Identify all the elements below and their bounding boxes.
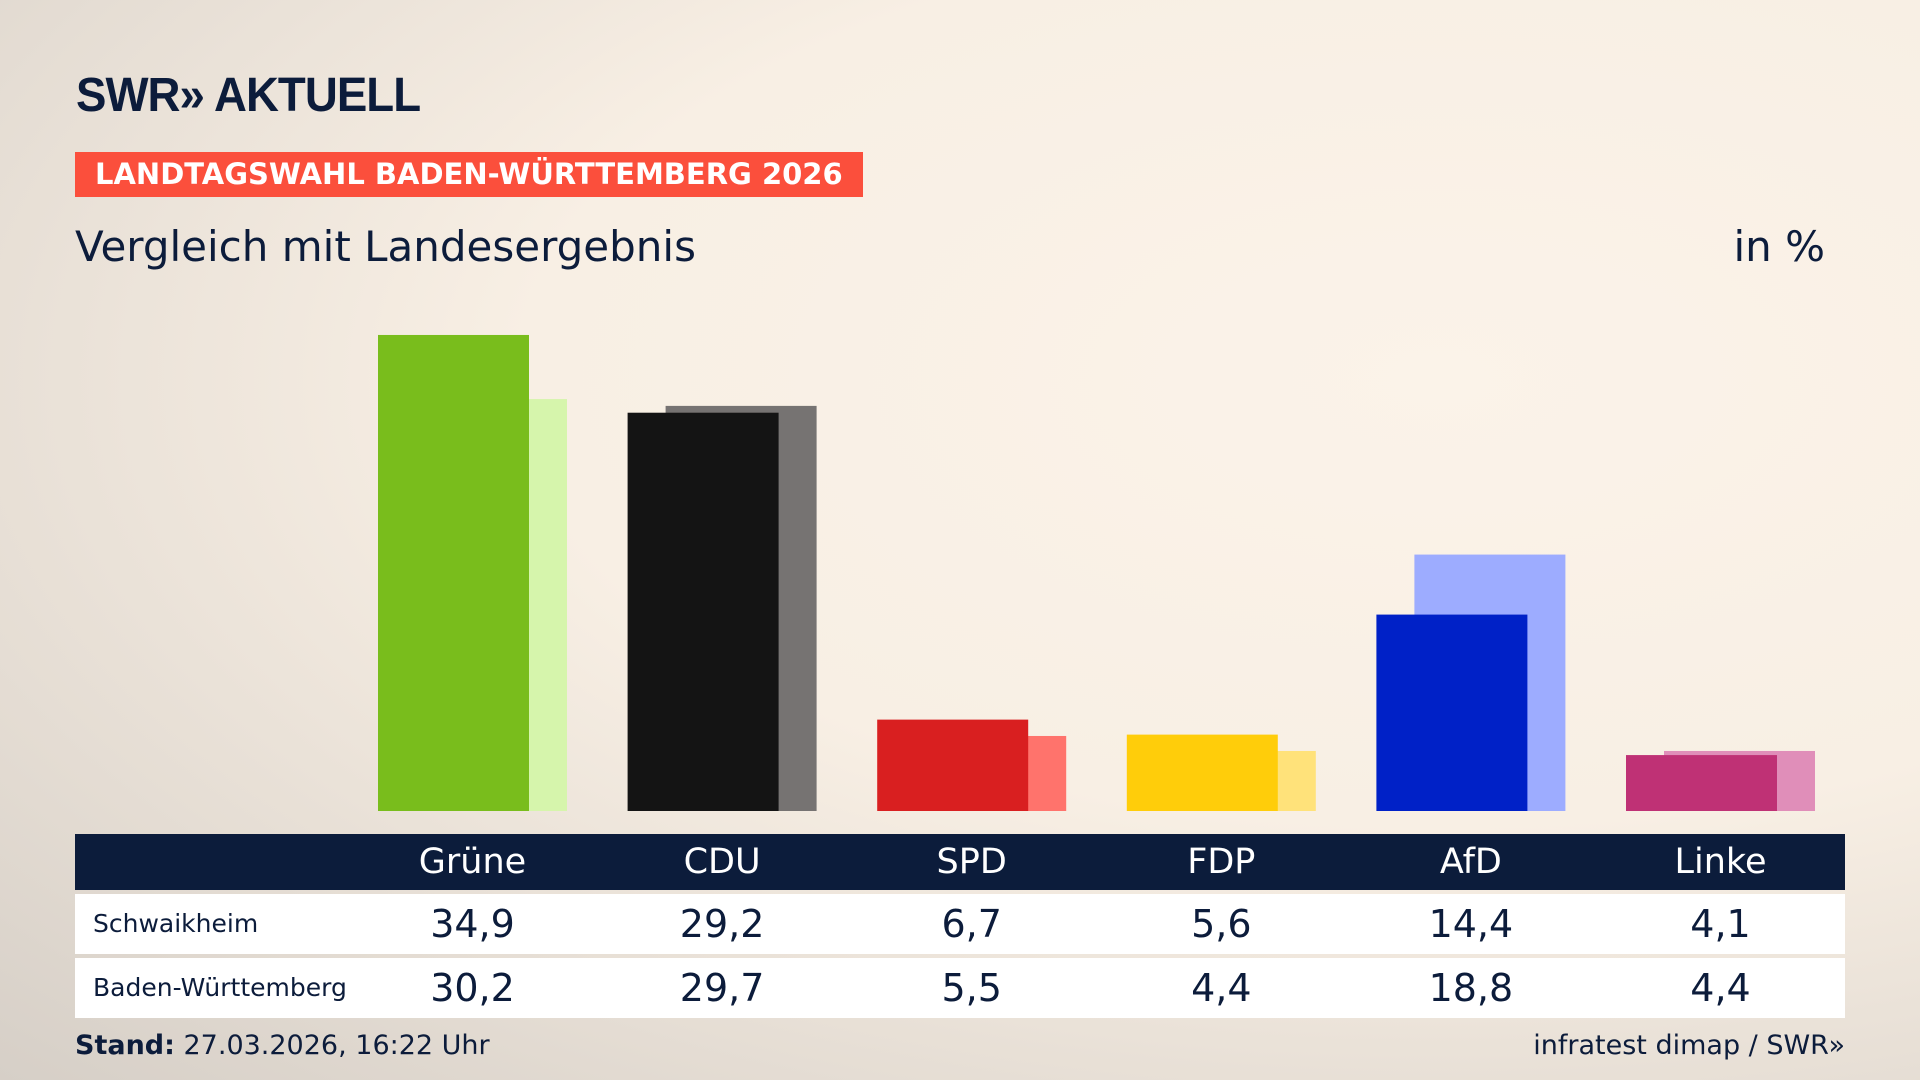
unit-label: in % — [1733, 222, 1825, 271]
value-cell: 30,2 — [430, 966, 515, 1010]
value-cell: 14,4 — [1428, 902, 1514, 946]
value-cell: 5,6 — [1191, 902, 1252, 946]
table-header: Grüne CDU SPD FDP AfD Linke — [75, 834, 1845, 890]
column-header: CDU — [683, 842, 761, 882]
value-cell: 29,2 — [679, 902, 765, 946]
value-cell: 29,7 — [679, 966, 765, 1010]
source: infratest dimap / SWR» — [1533, 1030, 1845, 1061]
value-cell: 5,5 — [941, 966, 1002, 1010]
election-banner: LANDTAGSWAHL BADEN-WÜRTTEMBERG 2026 — [75, 152, 863, 197]
value-cell: 4,4 — [1690, 966, 1751, 1010]
value-cell: 34,9 — [430, 902, 515, 946]
value-cell: 6,7 — [941, 902, 1002, 946]
bar-grüne-local — [378, 334, 529, 811]
stand-value: 27.03.2026, 16:22 Uhr — [174, 1030, 490, 1061]
row-label: Baden-Württemberg — [93, 973, 347, 1002]
table-row: Baden-Württemberg 30,2 29,7 5,5 4,4 18,8 4,4 — [75, 958, 1845, 1018]
column-header: Grüne — [418, 842, 527, 882]
results-table: Grüne CDU SPD FDP AfD Linke Schwaikheim 34,9 29… — [75, 834, 1845, 1018]
column-header: SPD — [936, 842, 1007, 882]
bar-afd-local — [1376, 614, 1528, 811]
swr-aktuell-logo: SWR» AKTUELL — [76, 69, 421, 122]
column-header: Linke — [1674, 842, 1767, 882]
bar-linke-local — [1626, 755, 1777, 811]
value-cell: 4,4 — [1191, 966, 1252, 1010]
bar-fdp-local — [1126, 734, 1278, 811]
column-header: AfD — [1439, 842, 1502, 882]
chart-subtitle: Vergleich mit Landesergebnis — [75, 222, 696, 271]
timestamp: Stand: 27.03.2026, 16:22 Uhr — [75, 1030, 490, 1061]
bar-chart — [378, 334, 1815, 811]
value-cell: 18,8 — [1428, 966, 1514, 1010]
stand-label: Stand: — [75, 1030, 175, 1061]
row-label: Schwaikheim — [93, 909, 259, 938]
bar-spd-local — [877, 719, 1029, 811]
table-row: Schwaikheim 34,9 29,2 6,7 5,6 14,4 4,1 — [75, 894, 1845, 954]
value-cell: 4,1 — [1690, 902, 1751, 946]
bar-cdu-local — [627, 412, 779, 811]
column-header: FDP — [1187, 842, 1256, 882]
